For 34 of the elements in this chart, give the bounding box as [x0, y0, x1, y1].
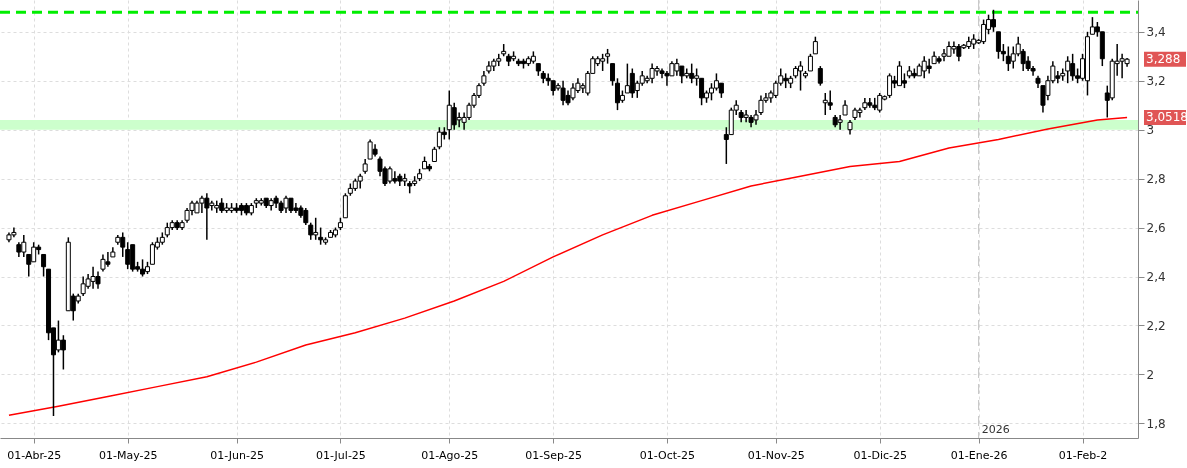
x-tick-label: 01-May-25	[98, 448, 158, 462]
y-tick-label: 3	[1146, 123, 1155, 138]
y-tick-label: 2,6	[1146, 221, 1166, 236]
candlestick	[1065, 55, 1071, 84]
x-tick-label: 01-Dic-25	[853, 448, 907, 462]
candlestick	[451, 102, 457, 131]
candlestick	[827, 89, 833, 111]
x-tick-label: 01-Jun-25	[210, 448, 264, 462]
candlestick	[125, 241, 131, 270]
x-tick-label: 01-Feb-2	[1058, 448, 1108, 462]
x-tick-label: 01-Oct-25	[639, 448, 696, 462]
candlestick	[60, 334, 66, 371]
candlestick	[342, 192, 348, 219]
y-tick-label: 1,8	[1146, 416, 1166, 431]
y-tick-label: 2,4	[1146, 270, 1166, 284]
candlestick	[990, 9, 996, 33]
y-tick-label: 3,4	[1146, 25, 1166, 40]
y-tick-label: 3,2	[1146, 74, 1166, 89]
candlestick	[610, 62, 616, 87]
x-tick-label: 01-Ene-26	[950, 448, 1008, 462]
y-tick-label: 2,8	[1146, 172, 1166, 187]
ref-line-label: 2026	[981, 423, 1010, 436]
y-tick-label: 2,2	[1146, 318, 1166, 333]
x-tick-label: 01-Sep-25	[525, 448, 582, 462]
text: 3,288	[1146, 52, 1181, 67]
candlestick	[41, 253, 47, 278]
x-tick-label: 01-Abr-25	[7, 448, 62, 462]
x-tick-label: 01-Jul-25	[316, 448, 366, 462]
x-tick-label: 01-Nov-25	[747, 448, 805, 462]
candlestick	[887, 72, 893, 99]
candlestick	[817, 65, 823, 87]
x-tick-label: 01-Ago-25	[421, 448, 479, 462]
y-tick-label: 2	[1146, 367, 1155, 382]
line-series	[8, 116, 1128, 416]
